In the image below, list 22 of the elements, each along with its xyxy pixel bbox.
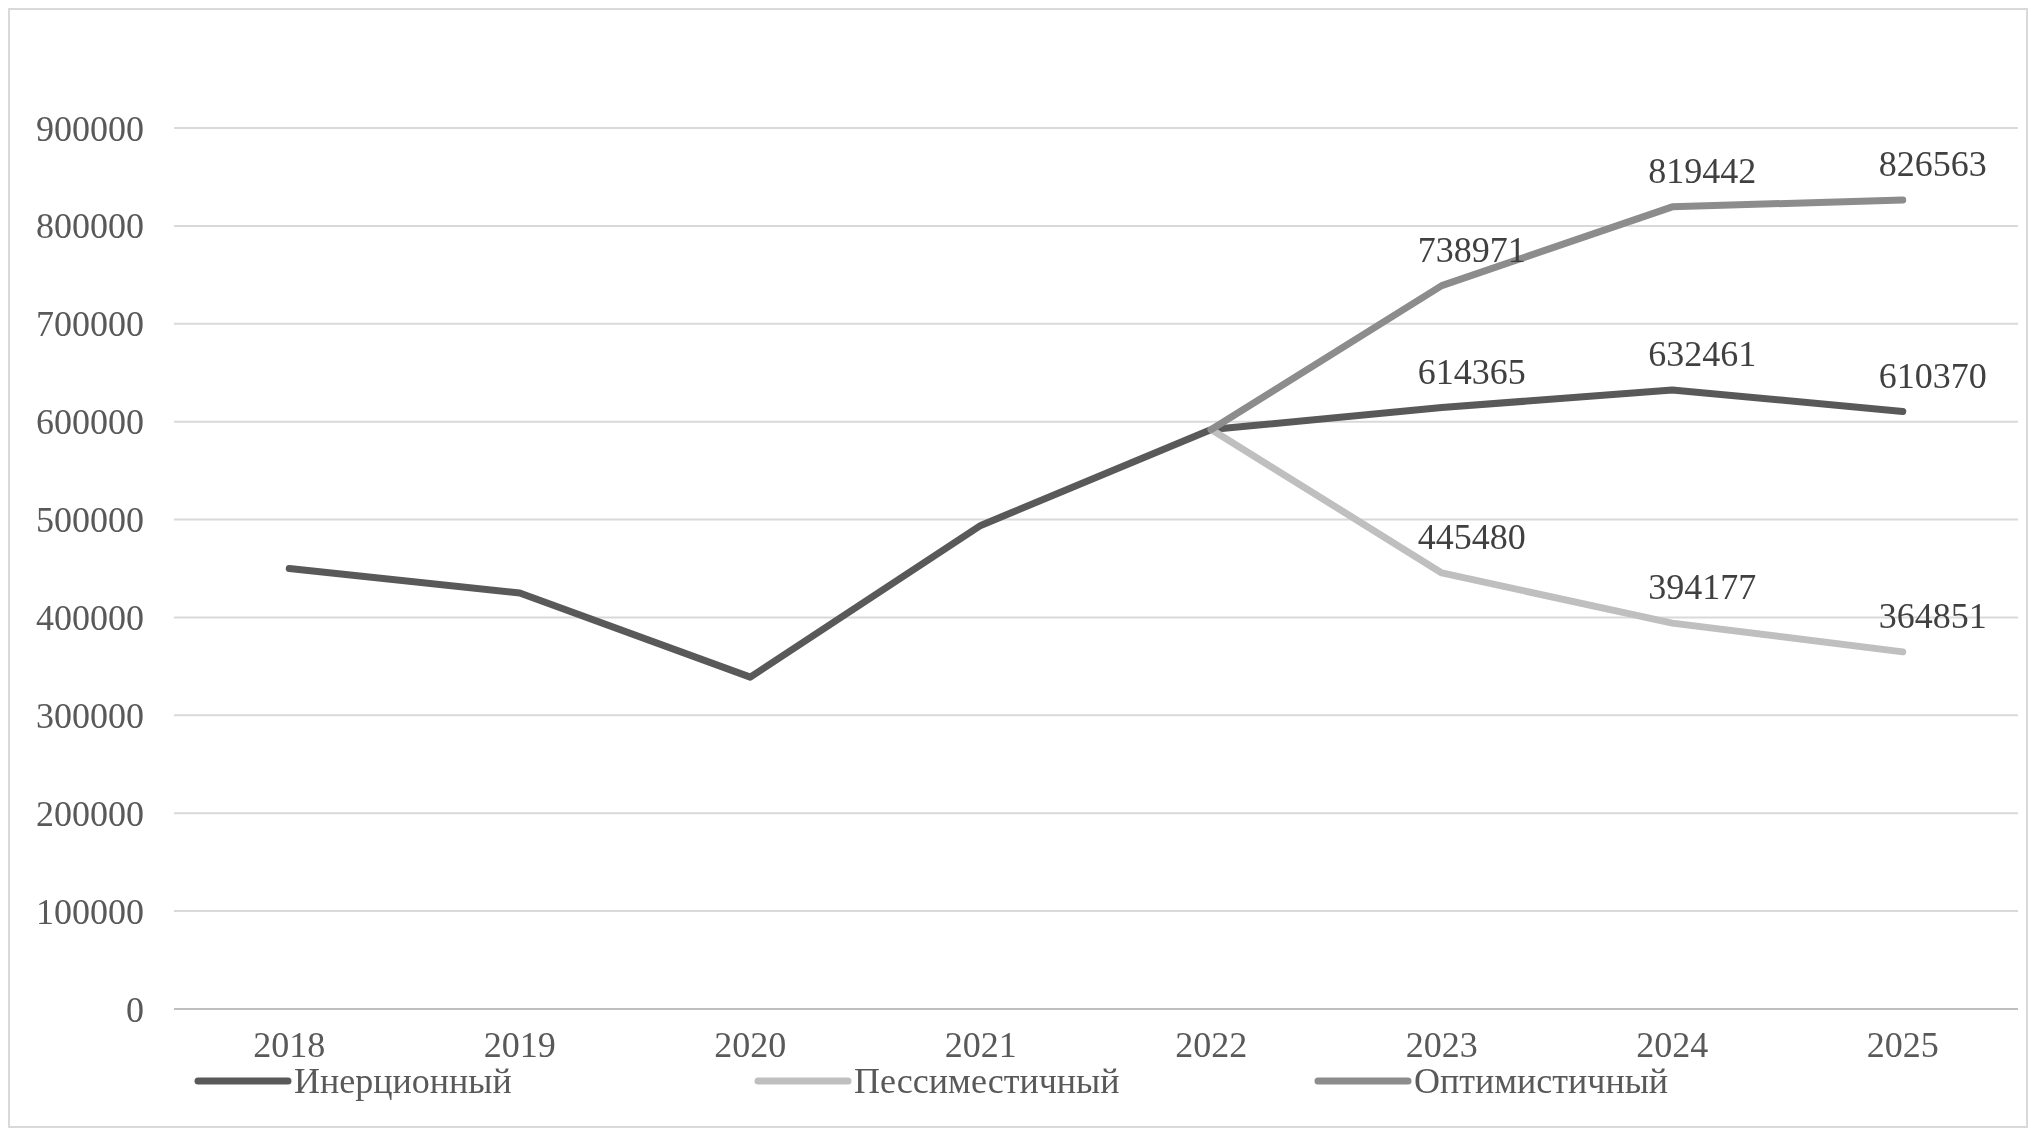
y-tick-label: 100000 [36, 891, 144, 932]
x-tick-label: 2020 [714, 1025, 787, 1065]
y-tick-label: 500000 [36, 500, 144, 541]
x-tick-label: 2025 [1866, 1025, 1939, 1065]
y-tick-label: 300000 [36, 695, 144, 736]
data-label: 826563 [1878, 143, 1987, 184]
data-label: 445480 [1417, 516, 1526, 557]
data-label: 610370 [1878, 355, 1987, 396]
y-tick-label: 600000 [36, 402, 144, 443]
y-tick-label: 700000 [36, 304, 144, 345]
data-label: 394177 [1648, 567, 1757, 608]
data-label: 738971 [1417, 229, 1526, 270]
y-tick-label: 200000 [36, 793, 144, 834]
data-label: 819442 [1648, 150, 1757, 191]
data-label: 614365 [1417, 351, 1526, 392]
y-tick-label: 0 [126, 989, 144, 1030]
y-tick-label: 800000 [36, 206, 144, 247]
y-tick-label: 900000 [36, 108, 144, 149]
data-label: 364851 [1878, 595, 1987, 636]
x-tick-label: 2022 [1175, 1025, 1248, 1065]
data-label: 632461 [1648, 333, 1757, 374]
y-tick-label: 400000 [36, 598, 144, 639]
